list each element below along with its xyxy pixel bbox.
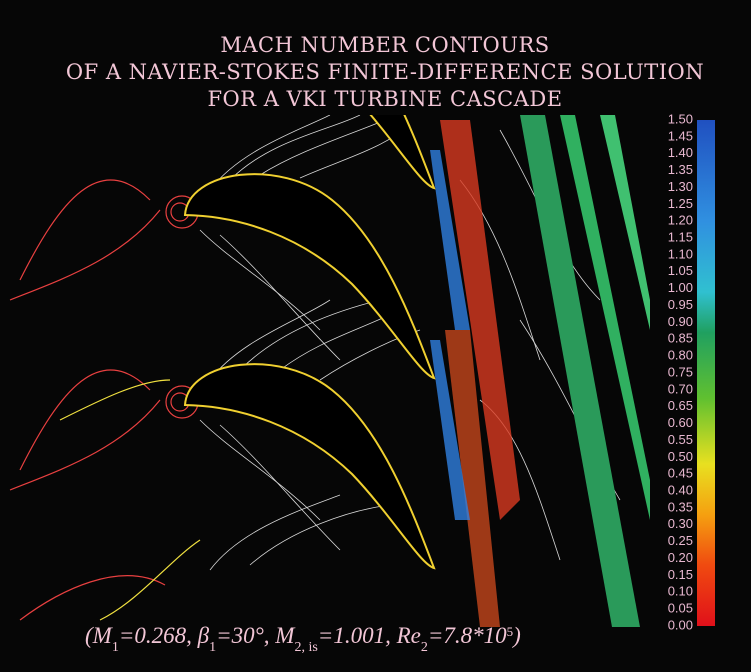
colorbar-label: 1.10	[668, 246, 693, 261]
caption-part: )	[511, 623, 521, 648]
colorbar-label: 0.85	[668, 331, 693, 346]
colorbar-label: 0.25	[668, 533, 693, 548]
caption-part: 2, is	[294, 640, 317, 655]
colorbar	[697, 120, 715, 626]
colorbar-label: 0.65	[668, 398, 693, 413]
colorbar-label: 1.00	[668, 280, 693, 295]
colorbar-label: 1.20	[668, 213, 693, 228]
colorbar-label: 0.20	[668, 550, 693, 565]
page: {"title": ["MACH NUMBER CONTOURS", "OF A…	[0, 0, 751, 672]
colorbar-label: 0.50	[668, 449, 693, 464]
colorbar-label: 0.35	[668, 499, 693, 514]
colorbar-label: 1.50	[668, 111, 693, 126]
caption-part: 1	[209, 640, 216, 655]
colorbar-label: 1.45	[668, 128, 693, 143]
colorbar-label: 0.30	[668, 516, 693, 531]
title-line: MACH NUMBER CONTOURS	[220, 33, 549, 57]
caption-part: 1	[112, 640, 119, 655]
caption-part: 2	[421, 640, 428, 655]
colorbar-label: 0.95	[668, 297, 693, 312]
colorbar-label: 1.15	[668, 230, 693, 245]
colorbar-label: 0.00	[668, 617, 693, 632]
colorbar-label: 0.45	[668, 466, 693, 481]
colorbar-label: 1.35	[668, 162, 693, 177]
colorbar-label: 1.30	[668, 179, 693, 194]
colorbar-label: 0.90	[668, 314, 693, 329]
colorbar-label: 0.70	[668, 381, 693, 396]
colorbar-label: 0.15	[668, 567, 693, 582]
figure: MACH NUMBER CONTOURS OF A NAVIER-STOKES F…	[0, 0, 751, 672]
colorbar-label: 1.05	[668, 263, 693, 278]
colorbar-label: 0.55	[668, 432, 693, 447]
colorbar-label: 0.10	[668, 584, 693, 599]
colorbar-label: 0.75	[668, 364, 693, 379]
colorbar-label: 0.80	[668, 348, 693, 363]
caption-part: =30°, M	[216, 623, 296, 648]
colorbar-label: 1.40	[668, 145, 693, 160]
title-line: OF A NAVIER-STOKES FINITE-DIFFERENCE SOL…	[66, 60, 704, 84]
caption-part: =1.001, Re	[318, 623, 421, 648]
caption-part: =0.268, β	[119, 623, 210, 648]
colorbar-label: 0.40	[668, 483, 693, 498]
colorbar-label: 1.25	[668, 196, 693, 211]
caption-part: (M	[85, 623, 114, 648]
colorbar-labels: 1.50 1.45 1.40 1.35 1.30 1.25 1.20 1.151.10 1.05…	[668, 111, 693, 632]
colorbar-label: 0.05	[668, 601, 693, 616]
title-line: FOR A VKI TURBINE CASCADE	[207, 87, 562, 111]
caption-part: =7.8*10	[428, 623, 507, 648]
colorbar-label: 0.60	[668, 415, 693, 430]
